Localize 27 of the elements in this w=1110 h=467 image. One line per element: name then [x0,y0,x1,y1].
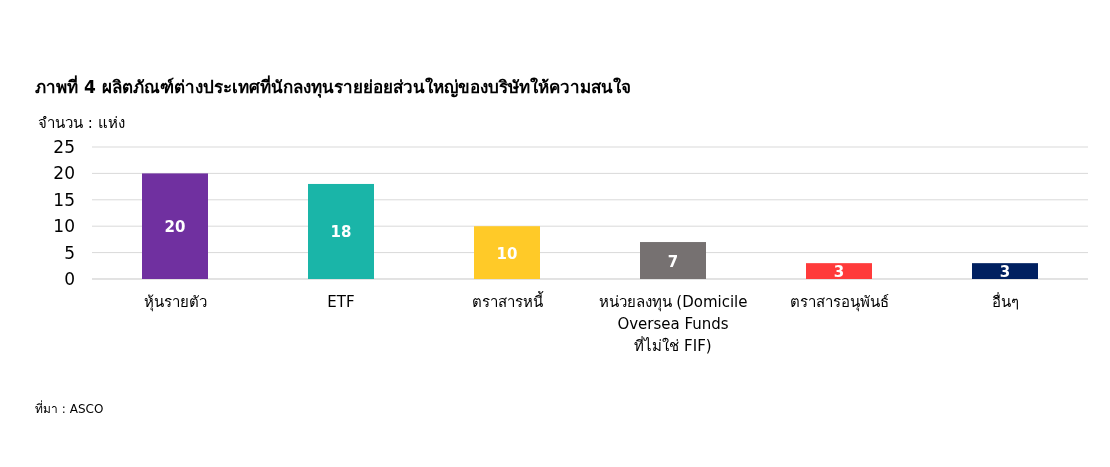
x-tick-label: หุ้นรายตัว [143,293,207,312]
bar [308,183,374,279]
data-label: 7 [667,252,679,271]
bar [972,263,1038,279]
y-tick-label: 0 [64,269,75,289]
bar [806,263,872,279]
chart-title: ภาพที่ 4 ผลิตภัณฑ์ต่างประเทศที่นักลงทุนรายย่อยส่วนใหญ่ของบริษัทให้ความสนใจ [35,75,631,98]
x-tick-label: ตราสารหนี้ [471,291,544,311]
data-label: 3 [999,263,1011,282]
y-tick-label: 5 [64,242,75,263]
y-tick-label: 10 [53,216,75,237]
data-label: 10 [496,244,518,263]
y-tick-label: 15 [53,189,75,210]
y-axis-title: จำนวน : แห่ง [38,114,125,132]
x-tick-label: หน่วยลงทุน (Domicile Oversea Funds ที่ไม่ใช่ FIF) [598,293,748,355]
data-label: 20 [164,218,186,237]
bar [640,242,706,279]
data-label: 18 [330,223,352,242]
text: ที่มา : ASCO [35,400,104,416]
x-tick-label: ตราสารอนุพันธ์ [789,293,889,312]
y-tick-label: 25 [53,137,75,157]
x-tick-label: ETF [327,293,355,311]
data-label: 3 [833,263,845,282]
x-tick-label: อื่นๆ [991,291,1019,311]
y-tick-label: 20 [53,163,75,184]
bar [142,173,208,279]
bar [474,226,540,279]
